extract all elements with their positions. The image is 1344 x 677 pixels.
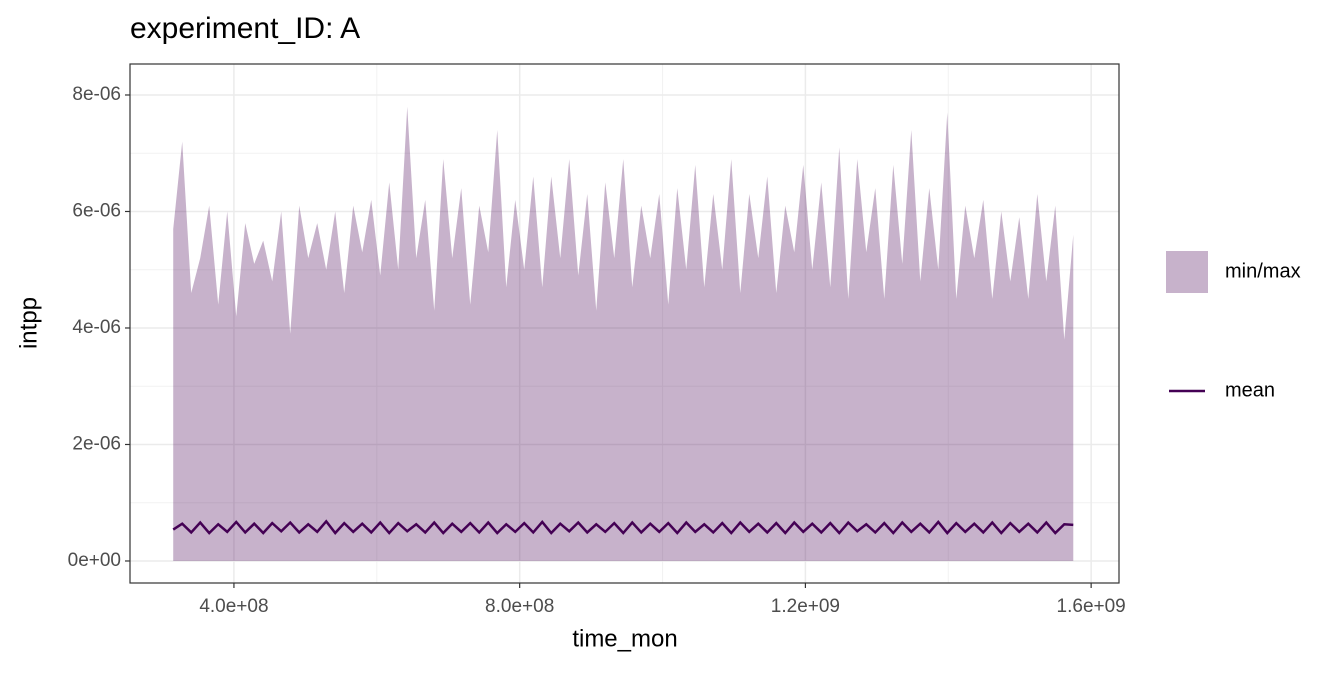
x-tick-label: 4.0e+08 <box>199 596 268 617</box>
x-tick-label: 1.6e+09 <box>1057 596 1126 617</box>
panel-border <box>129 63 1120 584</box>
y-tick-label: 2e-06 <box>72 433 121 454</box>
y-tick-label: 4e-06 <box>72 317 121 338</box>
legend-label: mean <box>1225 379 1275 401</box>
x-axis-title: time_mon <box>572 625 677 652</box>
legend-label: min/max <box>1225 260 1301 282</box>
y-tick-label: 8e-06 <box>72 84 121 105</box>
x-tick-label: 1.2e+09 <box>771 596 840 617</box>
chart-title: experiment_ID: A <box>130 12 360 45</box>
mean-line <box>172 519 1074 535</box>
x-tick-label: 8.0e+08 <box>485 596 554 617</box>
ribbon <box>173 106 1074 561</box>
y-tick-label: 0e+00 <box>68 550 121 571</box>
y-tick-label: 6e-06 <box>72 201 121 222</box>
legend-key <box>1166 251 1208 293</box>
y-axis-title: intpp <box>15 297 42 349</box>
